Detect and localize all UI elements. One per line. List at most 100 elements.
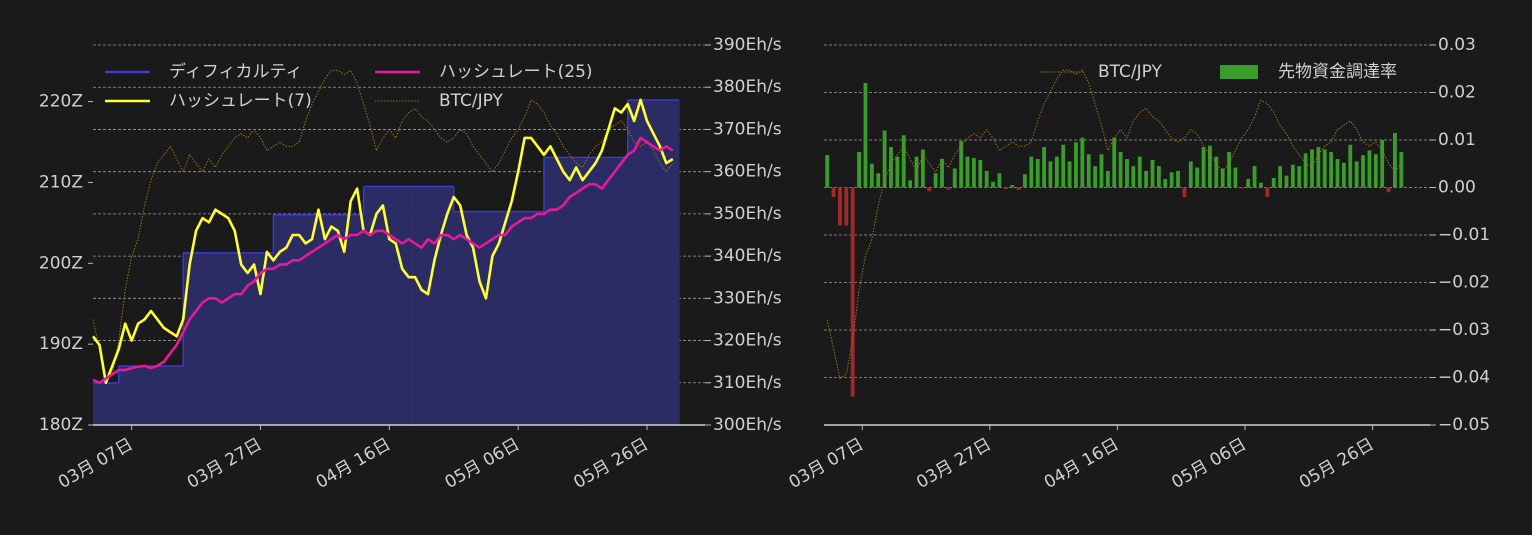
difficulty-area xyxy=(473,211,480,425)
funding-bar xyxy=(1348,144,1353,188)
funding-bar xyxy=(1380,140,1385,188)
y-tick-label: 310Eh/s xyxy=(713,373,782,393)
difficulty-area xyxy=(357,214,364,425)
y-tick-label: 0.03 xyxy=(1438,35,1476,55)
difficulty-area xyxy=(176,365,184,425)
funding-bar xyxy=(863,83,868,188)
funding-bar xyxy=(838,187,842,226)
difficulty-area xyxy=(627,99,635,425)
difficulty-area xyxy=(234,252,242,425)
difficulty-area xyxy=(299,214,306,425)
funding-bar xyxy=(1335,159,1340,188)
difficulty-area xyxy=(305,214,313,425)
difficulty-area xyxy=(318,214,326,425)
legend-label: ハッシュレート(7) xyxy=(169,91,312,111)
difficulty-area xyxy=(144,365,152,425)
difficulty-area xyxy=(563,157,571,425)
y-tick-label: 0.00 xyxy=(1438,178,1476,198)
difficulty-area xyxy=(466,211,474,425)
funding-bar xyxy=(1252,166,1257,188)
funding-bar xyxy=(1354,161,1359,188)
difficulty-area xyxy=(614,157,622,425)
difficulty-area xyxy=(202,252,210,425)
x-tick-label: 05月 26日 xyxy=(570,434,652,493)
difficulty-area xyxy=(292,214,300,425)
difficulty-area xyxy=(382,186,390,425)
difficulty-area xyxy=(196,252,203,425)
funding-bar xyxy=(844,187,849,226)
legend-label: BTC/JPY xyxy=(1098,62,1163,82)
legend-swatch xyxy=(1220,65,1258,79)
difficulty-area xyxy=(376,186,384,425)
difficulty-area xyxy=(170,365,178,425)
y-tick-label: 220Z xyxy=(39,92,83,112)
funding-bar xyxy=(908,180,913,188)
y-tick-label: 0.02 xyxy=(1438,83,1476,103)
difficulty-area xyxy=(601,157,609,425)
difficulty-area xyxy=(260,252,268,425)
difficulty-area xyxy=(125,365,132,425)
funding-bar xyxy=(1074,142,1078,188)
funding-bar xyxy=(940,159,944,188)
funding-bar xyxy=(1316,147,1321,188)
difficulty-area xyxy=(659,99,667,425)
x-tick-label: 04月 16日 xyxy=(1041,434,1123,493)
funding-bar xyxy=(997,173,1002,188)
funding-bar xyxy=(1003,187,1008,189)
difficulty-area xyxy=(453,211,461,425)
funding-bar xyxy=(1169,172,1174,188)
difficulty-area xyxy=(543,157,551,425)
difficulty-area xyxy=(447,186,455,425)
legend-label: BTC/JPY xyxy=(439,91,504,111)
funding-bar xyxy=(933,173,938,188)
legend-label: 先物資金調達率 xyxy=(1278,62,1397,82)
funding-bar xyxy=(1144,170,1149,188)
difficulty-area xyxy=(589,157,596,425)
difficulty-area xyxy=(370,186,377,425)
difficulty-area xyxy=(569,157,577,425)
difficulty-area xyxy=(511,211,519,425)
funding-bar xyxy=(1156,166,1161,188)
funding-bar xyxy=(1163,178,1168,188)
difficulty-area xyxy=(640,99,648,425)
difficulty-area xyxy=(537,211,545,425)
difficulty-area xyxy=(312,214,319,425)
difficulty-area xyxy=(395,186,403,425)
funding-bar xyxy=(1329,151,1334,188)
funding-bar xyxy=(1131,166,1136,188)
funding-bar xyxy=(876,173,881,188)
funding-bar xyxy=(984,170,989,188)
funding-bar xyxy=(831,187,836,197)
y-tick-label: 330Eh/s xyxy=(713,288,782,308)
difficulty-area xyxy=(99,382,107,425)
funding-bar xyxy=(1093,166,1098,188)
x-tick-label: 03月 27日 xyxy=(913,434,995,493)
funding-bar xyxy=(1125,159,1129,188)
difficulty-area xyxy=(183,252,190,425)
x-tick-label: 04月 16日 xyxy=(313,434,395,493)
y-tick-label: 190Z xyxy=(39,334,83,354)
difficulty-area xyxy=(485,211,493,425)
difficulty-area xyxy=(337,214,345,425)
difficulty-area xyxy=(286,214,294,425)
difficulty-area xyxy=(550,157,558,425)
y-tick-label: 200Z xyxy=(39,253,83,273)
difficulty-area xyxy=(344,214,351,425)
funding-bar xyxy=(952,168,957,188)
difficulty-area xyxy=(138,365,145,425)
difficulty-area xyxy=(389,186,397,425)
difficulty-area xyxy=(666,99,674,425)
funding-bar xyxy=(850,187,855,397)
difficulty-area xyxy=(492,211,500,425)
funding-bar xyxy=(882,130,887,188)
funding-bar xyxy=(1284,175,1289,188)
difficulty-area xyxy=(647,99,654,425)
funding-bar xyxy=(1010,185,1015,188)
funding-bar xyxy=(825,155,830,188)
funding-bar xyxy=(1112,137,1117,188)
difficulty-area xyxy=(189,252,197,425)
series-line xyxy=(91,98,674,385)
funding-bar xyxy=(965,156,970,188)
funding-bar xyxy=(1195,167,1200,188)
